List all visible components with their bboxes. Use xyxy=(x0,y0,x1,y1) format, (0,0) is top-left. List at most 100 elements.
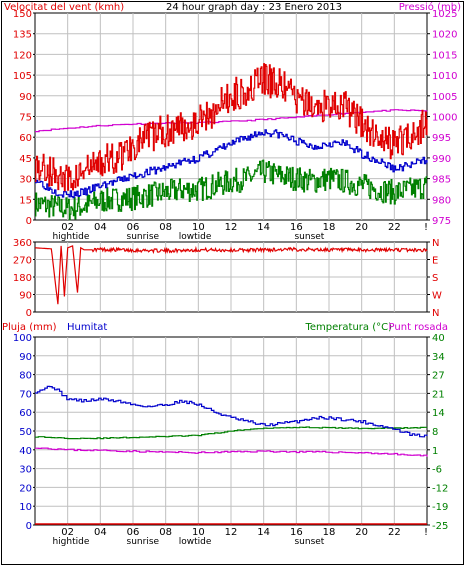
p1-event-label: lowtide xyxy=(179,232,212,242)
p1-left-tick-label: 30 xyxy=(19,175,32,186)
p1-left-tick-label: 150 xyxy=(13,9,32,20)
p3-left-tick-label: 0 xyxy=(26,521,32,532)
p3-hour-tick-label: 12 xyxy=(225,527,238,538)
p3-right-tick-label: -25 xyxy=(432,521,448,532)
temperature-line xyxy=(35,426,428,440)
p1-event-label: sunset xyxy=(294,232,324,242)
p1-left-tick-label: 45 xyxy=(19,154,32,165)
p3-left-tick-label: 20 xyxy=(19,483,32,494)
p1-event-label: hightide xyxy=(52,232,89,242)
p3-right-tick-label: 27 xyxy=(432,371,445,382)
p3-left-tick-label: 50 xyxy=(19,427,32,438)
wind-direction-line xyxy=(34,245,428,305)
p3-left-tick-label: 70 xyxy=(19,389,32,400)
p1-right-tick-label: 1005 xyxy=(432,92,457,103)
p3-hour-tick-label: 16 xyxy=(290,527,303,538)
wind-axis-ticks: 0 15 30 45 60 75 90 105 120 135 150 xyxy=(13,9,35,227)
p2-right-tick-label: W xyxy=(432,291,442,302)
p1-hour-tick-label: 16 xyxy=(290,222,303,233)
p1-right-tick-label: 995 xyxy=(432,133,451,144)
p3-right-tick-label: 1 xyxy=(432,446,438,457)
pressure-axis-label: Pressió (mb) xyxy=(399,1,461,13)
p3-right-tick-label: 14 xyxy=(432,408,445,419)
p1-event-label: sunrise xyxy=(127,232,160,242)
humidity-line xyxy=(35,385,428,438)
p1-right-tick-label: 980 xyxy=(432,195,451,206)
direction-degree-ticks: 0 90 180 270 360 xyxy=(13,238,35,319)
p2-left-tick-label: 360 xyxy=(13,238,32,249)
p3-hour-tick-label: ! xyxy=(424,527,428,538)
p1-hour-tick-label: 20 xyxy=(355,222,368,233)
wind-axis-label: Velocitat del vent (kmh) xyxy=(4,2,124,13)
dewpoint-line xyxy=(35,447,428,457)
p1-hour-tick-label: 02 xyxy=(61,222,74,233)
p1-right-tick-label: 1015 xyxy=(432,50,457,61)
p3-hour-tick-label: 14 xyxy=(257,527,270,538)
p3-hour-tick-label: 06 xyxy=(127,527,140,538)
hour-axis-bottom: 02 04 06 08 10 12 14 16 18 20 22! xyxy=(61,527,428,538)
p1-left-tick-label: 0 xyxy=(26,216,32,227)
p2-right-tick-label: N xyxy=(432,238,439,249)
p1-left-tick-label: 75 xyxy=(19,113,32,124)
humidity-axis-label: Humitat xyxy=(67,322,107,333)
p1-hour-tick-label: 08 xyxy=(159,222,172,233)
p1-left-tick-label: 135 xyxy=(13,30,32,41)
p3-left-tick-label: 10 xyxy=(19,502,32,513)
p3-hour-tick-label: 04 xyxy=(94,527,107,538)
p3-left-tick-label: 90 xyxy=(19,352,32,363)
p3-right-tick-label: -19 xyxy=(432,502,448,513)
p3-hour-tick-label: 22 xyxy=(388,527,401,538)
pressure-axis-ticks: 975 980 985 990 995 1000 1005 1010 1015 1020 1025 xyxy=(427,9,457,227)
graph-title: 24 hour graph day : 23 Enero 2013 xyxy=(166,2,342,13)
p1-left-tick-label: 60 xyxy=(19,133,32,144)
temperature-axis-ticks: -25 -19 -12 -6 1 8 14 21 27 34 40 xyxy=(427,333,448,532)
p3-left-tick-label: 60 xyxy=(19,408,32,419)
rain-axis-label: Pluja (mm) xyxy=(2,322,57,333)
humidity-axis-ticks: 0 10 20 30 40 50 60 70 80 90 100 xyxy=(13,333,35,532)
p1-hour-tick-label: 14 xyxy=(257,222,270,233)
p3-event-label: hightide xyxy=(52,537,89,547)
p2-left-tick-label: 90 xyxy=(19,291,32,302)
p1-hour-tick-label: ! xyxy=(424,222,428,233)
p2-left-tick-label: 270 xyxy=(13,256,32,267)
tide-sun-events-bottom: hightide sunrise lowtide sunset xyxy=(52,537,324,547)
wind-minimum-line xyxy=(35,159,428,221)
p1-left-tick-label: 105 xyxy=(13,71,32,82)
wind-average-line xyxy=(35,129,428,199)
p1-right-tick-label: 1025 xyxy=(432,9,457,20)
p3-right-tick-label: 34 xyxy=(432,352,445,363)
p3-event-label: sunrise xyxy=(127,537,160,547)
p3-left-tick-label: 30 xyxy=(19,465,32,476)
p2-left-tick-label: 0 xyxy=(26,308,32,319)
hour-axis-top: 02 04 06 08 10 12 14 16 18 20 22! xyxy=(61,222,428,233)
wind-gust-line xyxy=(35,63,428,192)
p1-left-tick-label: 90 xyxy=(19,92,32,103)
pressure-line xyxy=(35,109,428,133)
p3-hour-tick-label: 10 xyxy=(192,527,205,538)
p3-hour-tick-label: 02 xyxy=(61,527,74,538)
wind-pressure-panel: 0 15 30 45 60 75 90 105 120 135 150 975 980 985 990 99… xyxy=(13,9,458,242)
temperature-axis-label: Temperatura (°C) xyxy=(304,322,392,333)
p3-left-tick-label: 40 xyxy=(19,446,32,457)
p2-right-tick-label: N xyxy=(432,308,439,319)
p1-left-tick-label: 120 xyxy=(13,50,32,61)
p1-hour-tick-label: 18 xyxy=(323,222,336,233)
p3-event-label: lowtide xyxy=(179,537,212,547)
dewpoint-axis-label: Punt rosada xyxy=(389,322,448,333)
p3-right-tick-label: -6 xyxy=(432,465,442,476)
wind-pressure-series xyxy=(35,63,428,221)
p1-hour-tick-label: 22 xyxy=(388,222,401,233)
p3-hour-tick-label: 18 xyxy=(323,527,336,538)
p1-right-tick-label: 1000 xyxy=(432,113,457,124)
p2-left-tick-label: 180 xyxy=(13,273,32,284)
p1-right-tick-label: 1010 xyxy=(432,71,457,82)
p3-left-tick-label: 100 xyxy=(13,333,32,344)
p1-hour-tick-label: 04 xyxy=(94,222,107,233)
p2-right-tick-label: S xyxy=(432,273,438,284)
p2-right-tick-label: E xyxy=(432,256,438,267)
p3-right-tick-label: 40 xyxy=(432,333,445,344)
